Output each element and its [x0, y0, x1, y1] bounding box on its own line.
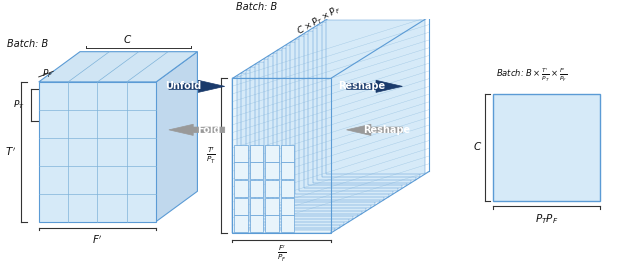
- Polygon shape: [308, 31, 406, 185]
- Polygon shape: [245, 70, 344, 225]
- Polygon shape: [250, 180, 263, 197]
- Polygon shape: [277, 51, 375, 205]
- Polygon shape: [264, 59, 362, 214]
- Polygon shape: [300, 36, 398, 191]
- Text: $P_T$: $P_T$: [13, 99, 25, 111]
- Polygon shape: [265, 144, 279, 161]
- Polygon shape: [234, 198, 248, 215]
- Text: $P_T P_F$: $P_T P_F$: [535, 212, 558, 226]
- Polygon shape: [291, 42, 389, 197]
- Polygon shape: [234, 162, 248, 179]
- Polygon shape: [280, 198, 294, 215]
- Polygon shape: [39, 52, 197, 82]
- Polygon shape: [234, 215, 248, 232]
- Polygon shape: [234, 144, 248, 161]
- Text: Batch: B: Batch: B: [7, 39, 48, 49]
- Text: Reshape: Reshape: [338, 81, 385, 91]
- Polygon shape: [234, 180, 248, 197]
- Text: C: C: [123, 35, 130, 45]
- Polygon shape: [250, 215, 263, 232]
- Text: $P_F$: $P_F$: [42, 67, 53, 80]
- Text: $C \times P_T \times P_F$: $C \times P_T \times P_F$: [295, 3, 343, 38]
- Polygon shape: [250, 162, 263, 179]
- Polygon shape: [280, 180, 294, 197]
- Text: C: C: [474, 142, 481, 152]
- Polygon shape: [265, 215, 279, 232]
- Polygon shape: [169, 80, 225, 92]
- Polygon shape: [241, 73, 340, 227]
- Polygon shape: [347, 80, 403, 92]
- Text: $T'$: $T'$: [5, 146, 16, 158]
- Polygon shape: [347, 124, 403, 135]
- Polygon shape: [232, 78, 331, 233]
- Text: $\frac{F'}{P_F}$: $\frac{F'}{P_F}$: [277, 244, 286, 264]
- Polygon shape: [322, 22, 420, 177]
- Polygon shape: [326, 20, 425, 174]
- Polygon shape: [295, 39, 393, 194]
- Polygon shape: [169, 124, 225, 135]
- Polygon shape: [265, 198, 279, 215]
- Polygon shape: [237, 76, 335, 230]
- Polygon shape: [265, 162, 279, 179]
- Text: $\frac{T'}{P_T}$: $\frac{T'}{P_T}$: [206, 146, 216, 166]
- Polygon shape: [273, 53, 371, 208]
- Polygon shape: [317, 25, 416, 180]
- Polygon shape: [280, 215, 294, 232]
- Text: Batch: B: Batch: B: [235, 2, 277, 12]
- Text: Batch: $B \times \frac{T'}{P_T} \times \frac{F'}{P_F}$: Batch: $B \times \frac{T'}{P_T} \times \…: [495, 67, 567, 84]
- Polygon shape: [280, 162, 294, 179]
- Polygon shape: [313, 28, 411, 183]
- Polygon shape: [286, 45, 384, 200]
- Text: $F'$: $F'$: [92, 234, 103, 246]
- Text: Fold: Fold: [197, 125, 221, 135]
- Polygon shape: [280, 144, 294, 161]
- Polygon shape: [250, 198, 263, 215]
- Text: Reshape: Reshape: [363, 125, 410, 135]
- Polygon shape: [492, 94, 600, 201]
- Polygon shape: [254, 64, 353, 219]
- Polygon shape: [156, 52, 197, 222]
- Polygon shape: [39, 82, 156, 222]
- Polygon shape: [282, 48, 380, 202]
- Polygon shape: [304, 34, 402, 188]
- Polygon shape: [265, 180, 279, 197]
- Polygon shape: [268, 56, 366, 211]
- Polygon shape: [250, 144, 263, 161]
- Text: Unfold: Unfold: [165, 81, 202, 91]
- Polygon shape: [259, 62, 357, 216]
- Polygon shape: [250, 67, 349, 222]
